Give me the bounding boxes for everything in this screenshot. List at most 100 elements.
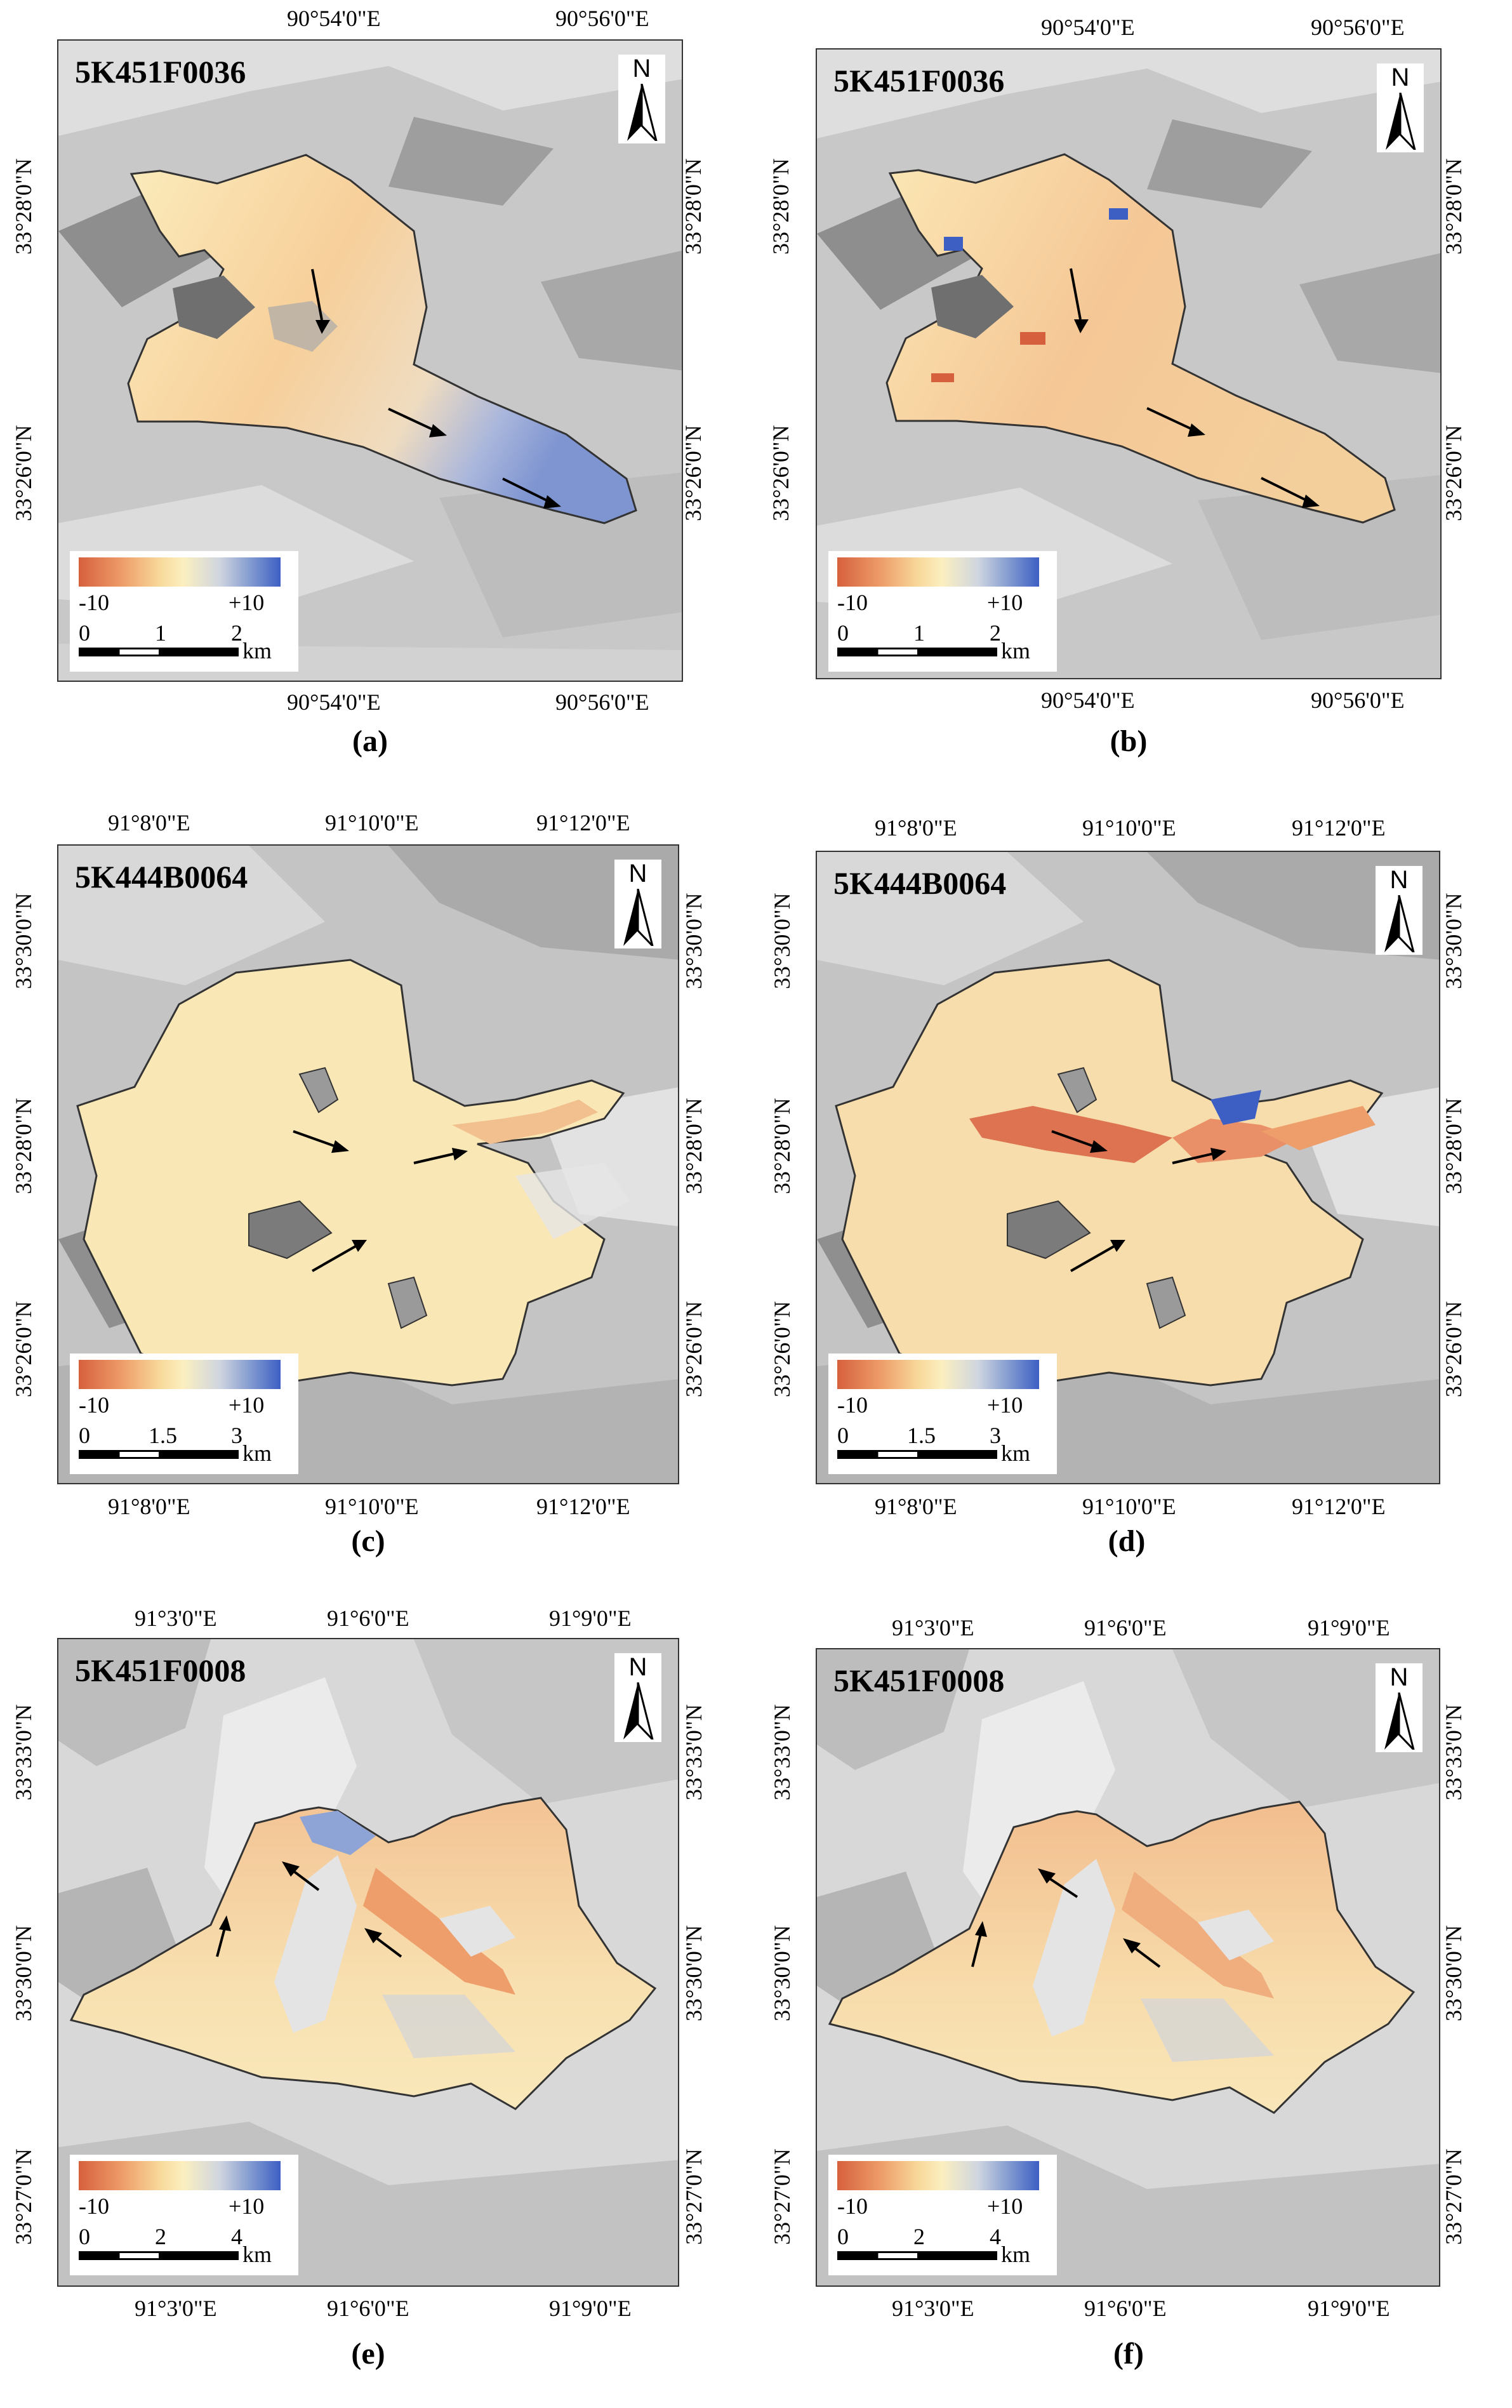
glacier-outline (828, 1800, 1416, 2114)
scale-tick: 0 (79, 2224, 90, 2249)
top-coord-label: 91°12'0"E (1292, 815, 1386, 841)
bottom-coord-label: 90°54'0"E (287, 689, 381, 715)
bottom-coord-label: 91°6'0"E (1084, 2296, 1167, 2321)
panel-caption: (c) (351, 1524, 385, 1558)
flow-arrow (311, 269, 323, 321)
top-coord-label: 91°6'0"E (327, 1606, 409, 1631)
glacier-velocity-overlay (127, 154, 637, 524)
glacier-outline (835, 959, 1384, 1387)
colorbar (79, 2161, 281, 2190)
top-coord-label: 91°10'0"E (325, 810, 419, 835)
scale-tick: 3 (990, 1423, 1001, 1448)
map-frame: 5K444B0064 N -10 +10 0 1.5 3 km (57, 844, 679, 1484)
scale-bar-ticks: 0 1 2 (832, 620, 1023, 646)
right-coord-label: 33°26'0"N (1441, 425, 1466, 521)
right-coord-label: 33°30'0"N (1441, 893, 1466, 989)
left-coord-label: 33°30'0"N (769, 1925, 795, 2021)
bottom-coord-label: 91°6'0"E (327, 2296, 409, 2321)
flow-arrow (375, 1936, 402, 1958)
north-label: N (1391, 63, 1410, 91)
left-coord-label: 33°30'0"N (769, 893, 795, 989)
top-coord-label: 91°8'0"E (875, 815, 957, 841)
north-arrow-icon: N (614, 1653, 661, 1742)
colorbar-min-label: -10 (837, 1392, 868, 1418)
right-coord-label: 33°28'0"N (1441, 158, 1466, 255)
glacier-velocity-overlay (828, 1800, 1416, 2114)
left-coord-label: 33°26'0"N (768, 425, 793, 521)
right-coord-label: 33°26'0"N (1441, 1301, 1466, 1397)
scale-bar (79, 1450, 239, 1459)
flow-arrow (1133, 1946, 1161, 1968)
top-coord-label: 91°9'0"E (1308, 1615, 1390, 1640)
scale-tick: 4 (990, 2224, 1001, 2249)
flow-arrow (1051, 1130, 1097, 1148)
panel-caption: (e) (351, 2337, 385, 2371)
scale-tick: 4 (231, 2224, 242, 2249)
north-arrow-icon: N (618, 55, 665, 143)
scale-bar-ticks: 0 2 4 (74, 2223, 264, 2249)
scale-bar (837, 1450, 997, 1459)
top-coord-label: 91°6'0"E (1084, 1615, 1167, 1640)
top-coord-label: 91°3'0"E (892, 1615, 974, 1640)
right-coord-label: 33°33'0"N (681, 1704, 706, 1800)
panel-caption: (d) (1108, 1524, 1146, 1558)
colorbar-max-label: +10 (229, 590, 265, 615)
top-coord-label: 90°56'0"E (1311, 15, 1405, 40)
scale-unit: km (242, 638, 272, 663)
bottom-coord-label: 91°3'0"E (135, 2296, 217, 2321)
flow-arrow (1146, 407, 1195, 432)
right-coord-label: 33°28'0"N (1441, 1098, 1466, 1194)
scale-tick: 2 (231, 620, 242, 646)
scale-tick: 0 (837, 1423, 849, 1448)
glacier-id: 5K451F0008 (75, 1653, 246, 1688)
top-coord-label: 91°12'0"E (536, 810, 630, 835)
left-coord-label: 33°33'0"N (769, 1704, 795, 1800)
colorbar-min-label: -10 (79, 1392, 109, 1418)
bottom-coord-label: 91°10'0"E (1082, 1494, 1176, 1519)
bottom-coord-label: 91°9'0"E (549, 2296, 632, 2321)
scale-tick: 0 (837, 620, 849, 646)
flow-arrow (293, 1130, 338, 1148)
glacier-velocity-overlay (69, 1797, 657, 2110)
glacier-outline (127, 154, 637, 524)
right-coord-label: 33°28'0"N (680, 158, 706, 255)
flow-arrow (413, 1152, 456, 1164)
north-arrow-icon: N (1377, 63, 1424, 152)
bottom-coord-label: 91°12'0"E (536, 1494, 630, 1519)
bottom-coord-label: 91°3'0"E (892, 2296, 974, 2321)
glacier-velocity-overlay (76, 959, 630, 1387)
left-coord-label: 33°28'0"N (769, 1098, 795, 1194)
scale-tick: 1.5 (907, 1423, 936, 1448)
flow-arrow (292, 1870, 320, 1891)
left-coord-label: 33°30'0"N (11, 893, 36, 989)
top-coord-label: 90°56'0"E (555, 6, 649, 31)
left-coord-label: 33°26'0"N (11, 1301, 36, 1397)
glacier-outline (69, 1797, 657, 2110)
north-label: N (628, 1653, 647, 1681)
scale-tick: 0 (837, 2224, 849, 2249)
scale-bar (79, 2251, 239, 2260)
left-coord-label: 33°27'0"N (769, 2148, 795, 2245)
top-coord-label: 91°8'0"E (108, 810, 190, 835)
right-coord-label: 33°26'0"N (680, 425, 706, 521)
colorbar (79, 1360, 281, 1389)
colorbar (837, 2161, 1039, 2190)
map-frame: 5K451F0036 N -10 +10 0 1 2 km (57, 39, 683, 682)
scale-bar-ticks: 0 1 2 (74, 620, 264, 646)
legend: -10 +10 0 2 4 km (828, 2155, 1057, 2275)
scale-tick: 1 (913, 620, 925, 646)
flow-arrow (216, 1927, 226, 1957)
colorbar-max-label: +10 (229, 2193, 265, 2219)
scale-tick: 0 (79, 1423, 90, 1448)
left-coord-label: 33°33'0"N (11, 1704, 36, 1800)
north-arrow-icon: N (614, 860, 661, 948)
colorbar (837, 557, 1039, 587)
colorbar-min-label: -10 (79, 2193, 109, 2219)
scale-bar (837, 2251, 997, 2260)
scale-bar-ticks: 0 1.5 3 (832, 1422, 1023, 1448)
colorbar-min-label: -10 (79, 590, 109, 615)
glacier-outline (885, 153, 1396, 524)
scale-tick: 2 (913, 2224, 925, 2249)
bottom-coord-label: 91°12'0"E (1292, 1494, 1386, 1519)
right-coord-label: 33°26'0"N (681, 1301, 706, 1397)
